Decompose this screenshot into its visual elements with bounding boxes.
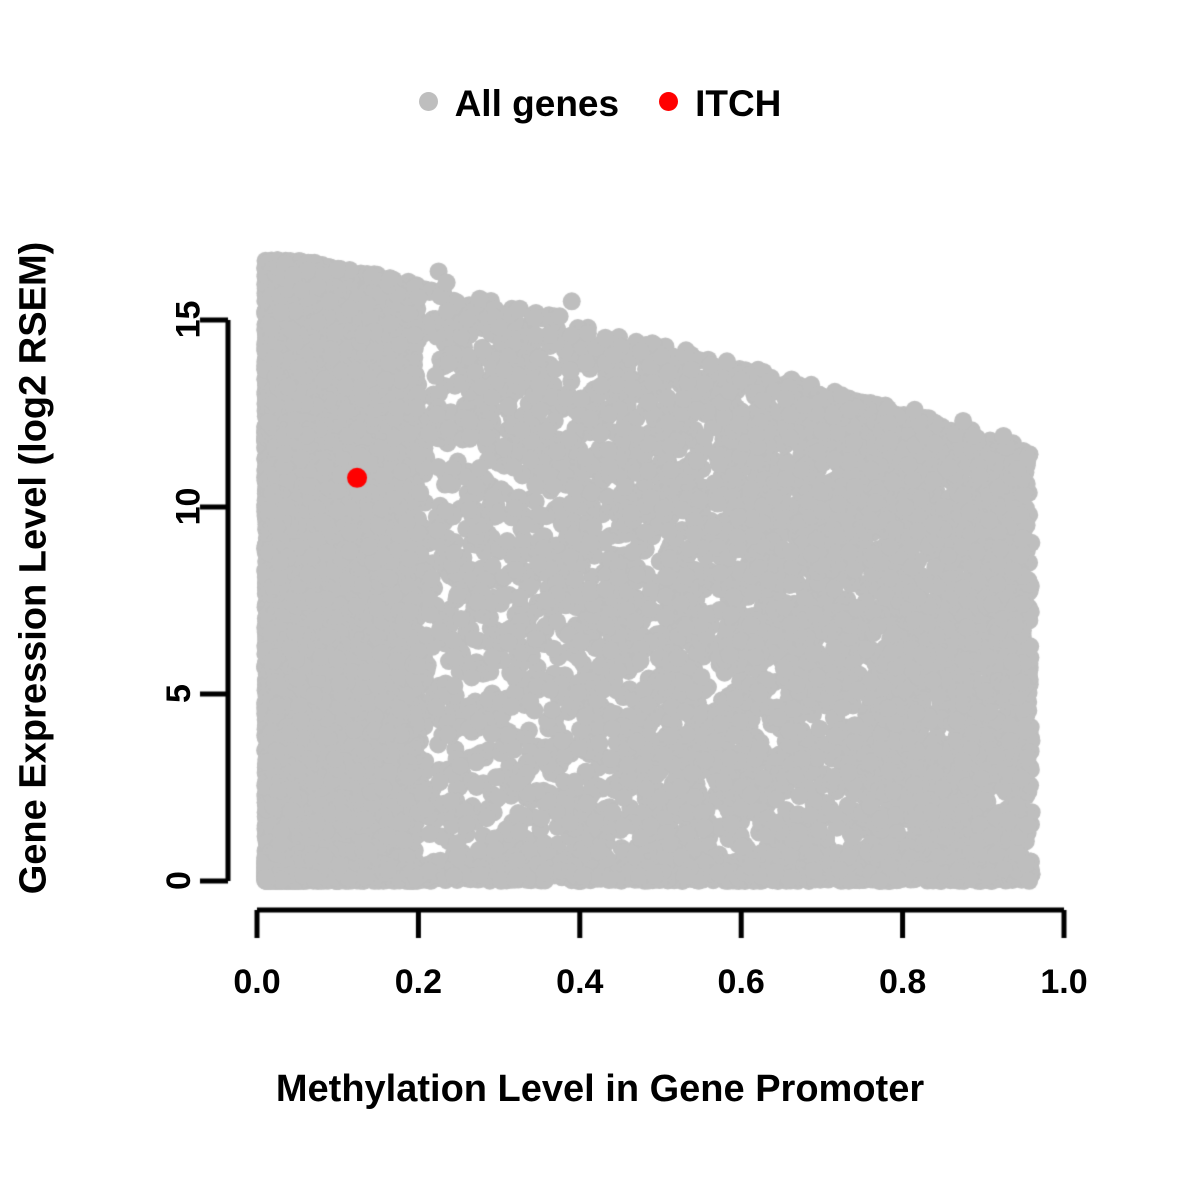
legend-label-itch: ITCH: [695, 83, 782, 125]
x-tick-label: 0.2: [394, 963, 443, 1001]
x-tick-label: 0.6: [717, 963, 765, 1001]
x-tick-label: 0.0: [233, 963, 281, 1001]
legend-entry-all-genes: All genes: [418, 81, 620, 125]
x-tick-label: 0.4: [556, 963, 604, 1001]
legend-marker-all-genes-icon: [418, 91, 438, 111]
y-tick-label: 0: [159, 871, 198, 890]
x-axis-title: Methylation Level in Gene Promoter: [275, 1068, 925, 1110]
y-tick-label: 5: [159, 684, 198, 703]
legend-label-all-genes: All genes: [454, 83, 620, 125]
y-tick-label: 15: [169, 300, 208, 339]
y-tick-label: 10: [169, 487, 208, 526]
legend-marker-itch-icon: [659, 91, 679, 111]
x-tick-label: 1.0: [1040, 963, 1088, 1001]
chart-legend: All genes ITCH: [0, 80, 1200, 125]
x-tick-label: 0.8: [878, 963, 927, 1001]
legend-entry-itch: ITCH: [659, 81, 781, 125]
